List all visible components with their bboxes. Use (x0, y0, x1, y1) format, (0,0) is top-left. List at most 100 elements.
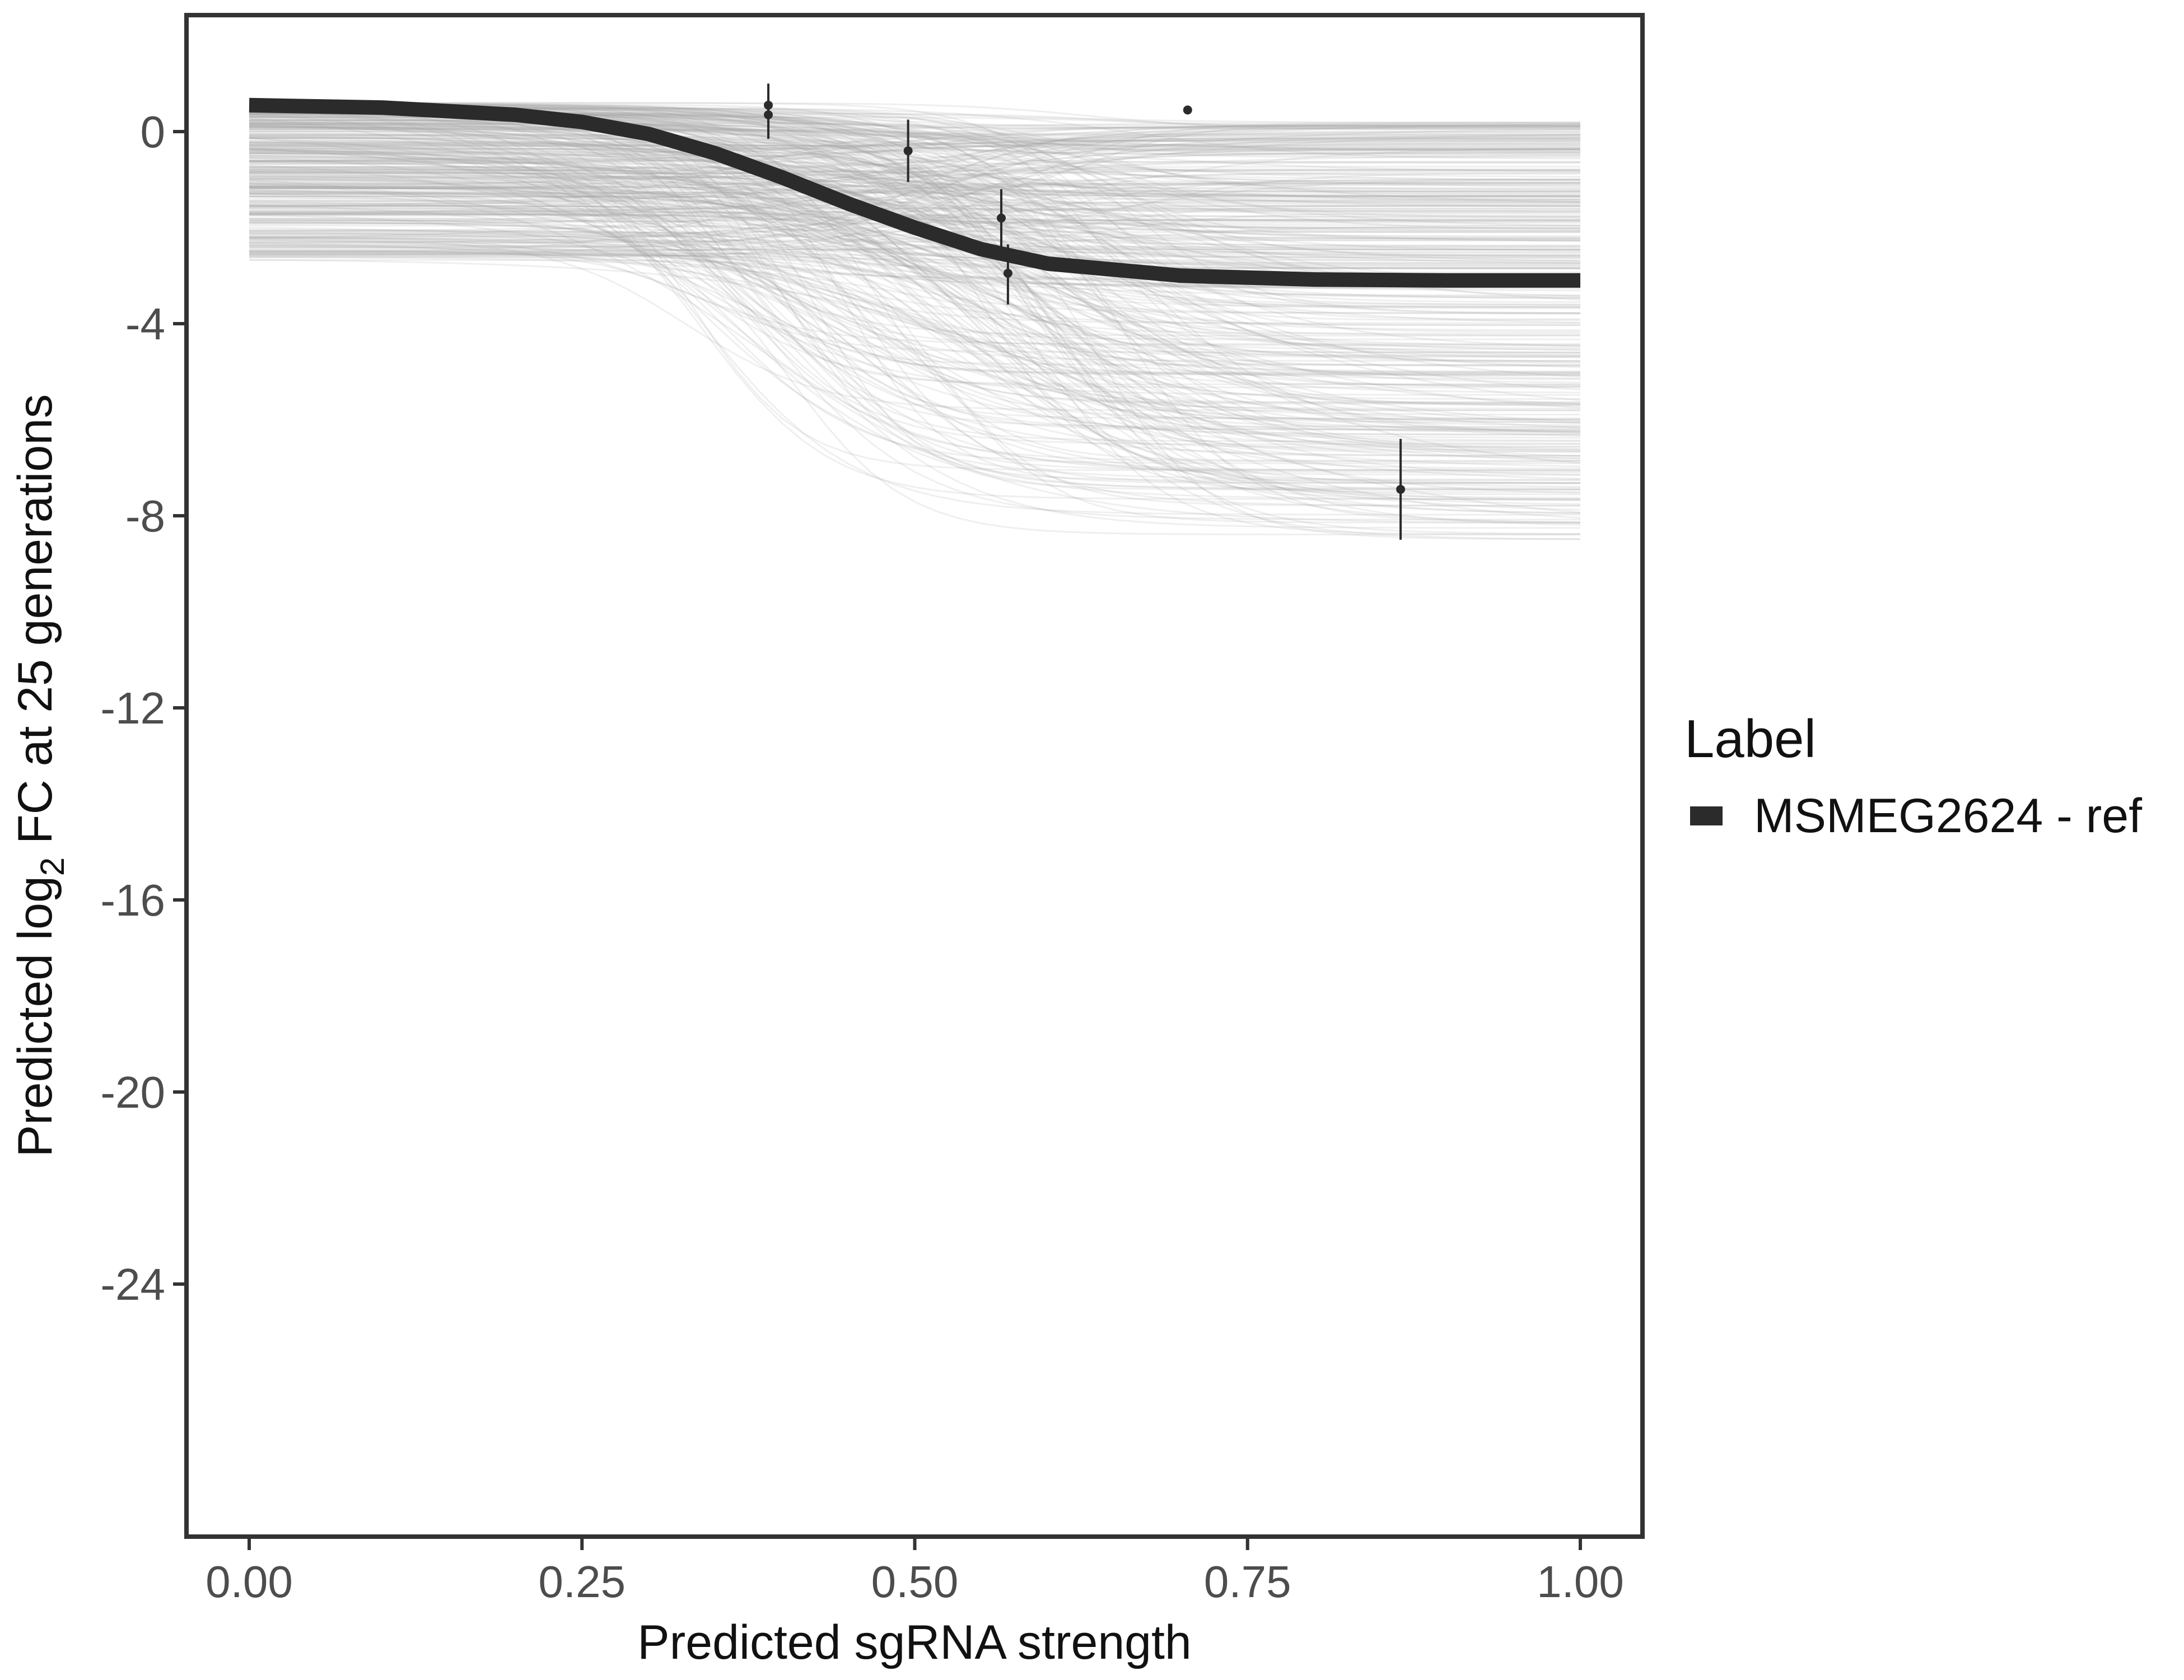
legend-label-msmeg2624-ref: MSMEG2624 - ref (1754, 789, 2143, 843)
posterior-draw-line (249, 169, 1580, 198)
posterior-draw-line (249, 162, 1580, 185)
posterior-draw-line (249, 125, 1580, 147)
posterior-draw-line (249, 126, 1580, 471)
y-tick-label: -24 (100, 1259, 165, 1309)
posterior-draw-line (249, 123, 1581, 435)
posterior-draw-line (249, 140, 1580, 172)
posterior-draw-line (249, 102, 1580, 136)
posterior-draw-line (249, 114, 1581, 457)
posterior-draw-line (249, 176, 1580, 198)
posterior-draw-line (249, 179, 1581, 450)
posterior-draw-line (249, 242, 1581, 437)
posterior-draw-line (249, 125, 1581, 208)
posterior-draw-line (249, 152, 1580, 189)
posterior-draw-line (249, 128, 1581, 303)
posterior-draw-line (249, 183, 1580, 203)
posterior-draw-line (249, 130, 1580, 246)
posterior-draw-line (249, 250, 1581, 436)
posterior-draw-line (249, 125, 1580, 162)
posterior-draw-line (249, 195, 1581, 447)
posterior-draw-line (249, 122, 1581, 207)
posterior-draw-line (249, 175, 1580, 333)
posterior-draw-line (249, 204, 1580, 210)
posterior-draw-line (249, 121, 1581, 154)
posterior-draw-line (249, 245, 1581, 421)
posterior-draw-line (249, 122, 1580, 133)
x-tick-label: 0.00 (206, 1557, 293, 1607)
posterior-draw-line (249, 155, 1581, 180)
posterior-draw-line (249, 166, 1580, 249)
posterior-draw-line (249, 182, 1581, 524)
posterior-draw-line (249, 239, 1581, 298)
posterior-draw-line (249, 108, 1580, 375)
posterior-draw-line (249, 230, 1580, 403)
posterior-draw-line (249, 244, 1581, 433)
posterior-draw-line (249, 254, 1580, 436)
posterior-draw-line (249, 153, 1580, 540)
posterior-draw-line (249, 249, 1580, 353)
posterior-draw-line (249, 170, 1580, 216)
posterior-draw-line (249, 127, 1580, 211)
posterior-draw-line (249, 148, 1580, 162)
posterior-draw-line (249, 134, 1581, 432)
posterior-draw-line (249, 193, 1580, 258)
posterior-draw-line (249, 148, 1581, 326)
posterior-draw-line (249, 206, 1581, 394)
posterior-draw-line (249, 123, 1580, 451)
posterior-draw-line (249, 157, 1581, 451)
posterior-draw-line (249, 179, 1580, 222)
posterior-draw-line (249, 192, 1580, 222)
posterior-draw-line (249, 137, 1581, 426)
posterior-draw-line (249, 161, 1581, 460)
posterior-draw-line (249, 147, 1581, 224)
posterior-draw-line (249, 104, 1580, 221)
posterior-draw-line (249, 130, 1580, 147)
posterior-draw-line (249, 241, 1580, 431)
posterior-draw-line (249, 136, 1580, 244)
posterior-draw-line (249, 105, 1580, 516)
posterior-draw-line (249, 135, 1580, 491)
posterior-draw-line (249, 141, 1580, 264)
posterior-draw-line (249, 141, 1581, 262)
posterior-draw-line (249, 142, 1580, 247)
posterior-draw-line (249, 236, 1581, 405)
posterior-draw-line (249, 152, 1580, 500)
posterior-draw-line (249, 199, 1580, 239)
posterior-draw-line (249, 255, 1580, 358)
posterior-draw-line (249, 119, 1580, 307)
posterior-draw-line (249, 151, 1580, 190)
posterior-draw-line (249, 102, 1580, 462)
posterior-draw-line (249, 117, 1581, 432)
posterior-draw-line (249, 204, 1580, 241)
posterior-draw-line (249, 150, 1580, 184)
posterior-draw-line (249, 167, 1580, 229)
posterior-draw-line (249, 186, 1580, 308)
posterior-draw-line (249, 120, 1580, 207)
posterior-draw-line (249, 168, 1580, 174)
posterior-draw-line (249, 125, 1581, 428)
posterior-draw-line (249, 133, 1581, 347)
posterior-draw-line (249, 132, 1581, 242)
posterior-draw-line (249, 138, 1580, 165)
posterior-draw-line (249, 233, 1580, 346)
posterior-draw-line (249, 161, 1580, 340)
posterior-draw-line (249, 127, 1580, 442)
posterior-draw-line (249, 147, 1581, 464)
posterior-draw-line (249, 252, 1581, 406)
posterior-draw-line (249, 152, 1580, 197)
posterior-draw-line (249, 213, 1581, 242)
posterior-draw-line (249, 182, 1580, 195)
posterior-draw-line (249, 157, 1580, 396)
posterior-draw-line (249, 127, 1580, 149)
posterior-draw-line (249, 212, 1580, 243)
posterior-draw-line (249, 128, 1581, 170)
posterior-draw-line (249, 190, 1580, 223)
x-tick-label: 0.75 (1204, 1557, 1291, 1607)
posterior-draw-line (249, 191, 1581, 505)
posterior-draw-line (249, 133, 1581, 150)
posterior-draw-line (249, 136, 1581, 150)
posterior-draw-line (249, 127, 1581, 191)
posterior-draw-line (249, 246, 1580, 404)
posterior-draw-line (249, 148, 1580, 237)
posterior-draw-line (249, 189, 1580, 256)
